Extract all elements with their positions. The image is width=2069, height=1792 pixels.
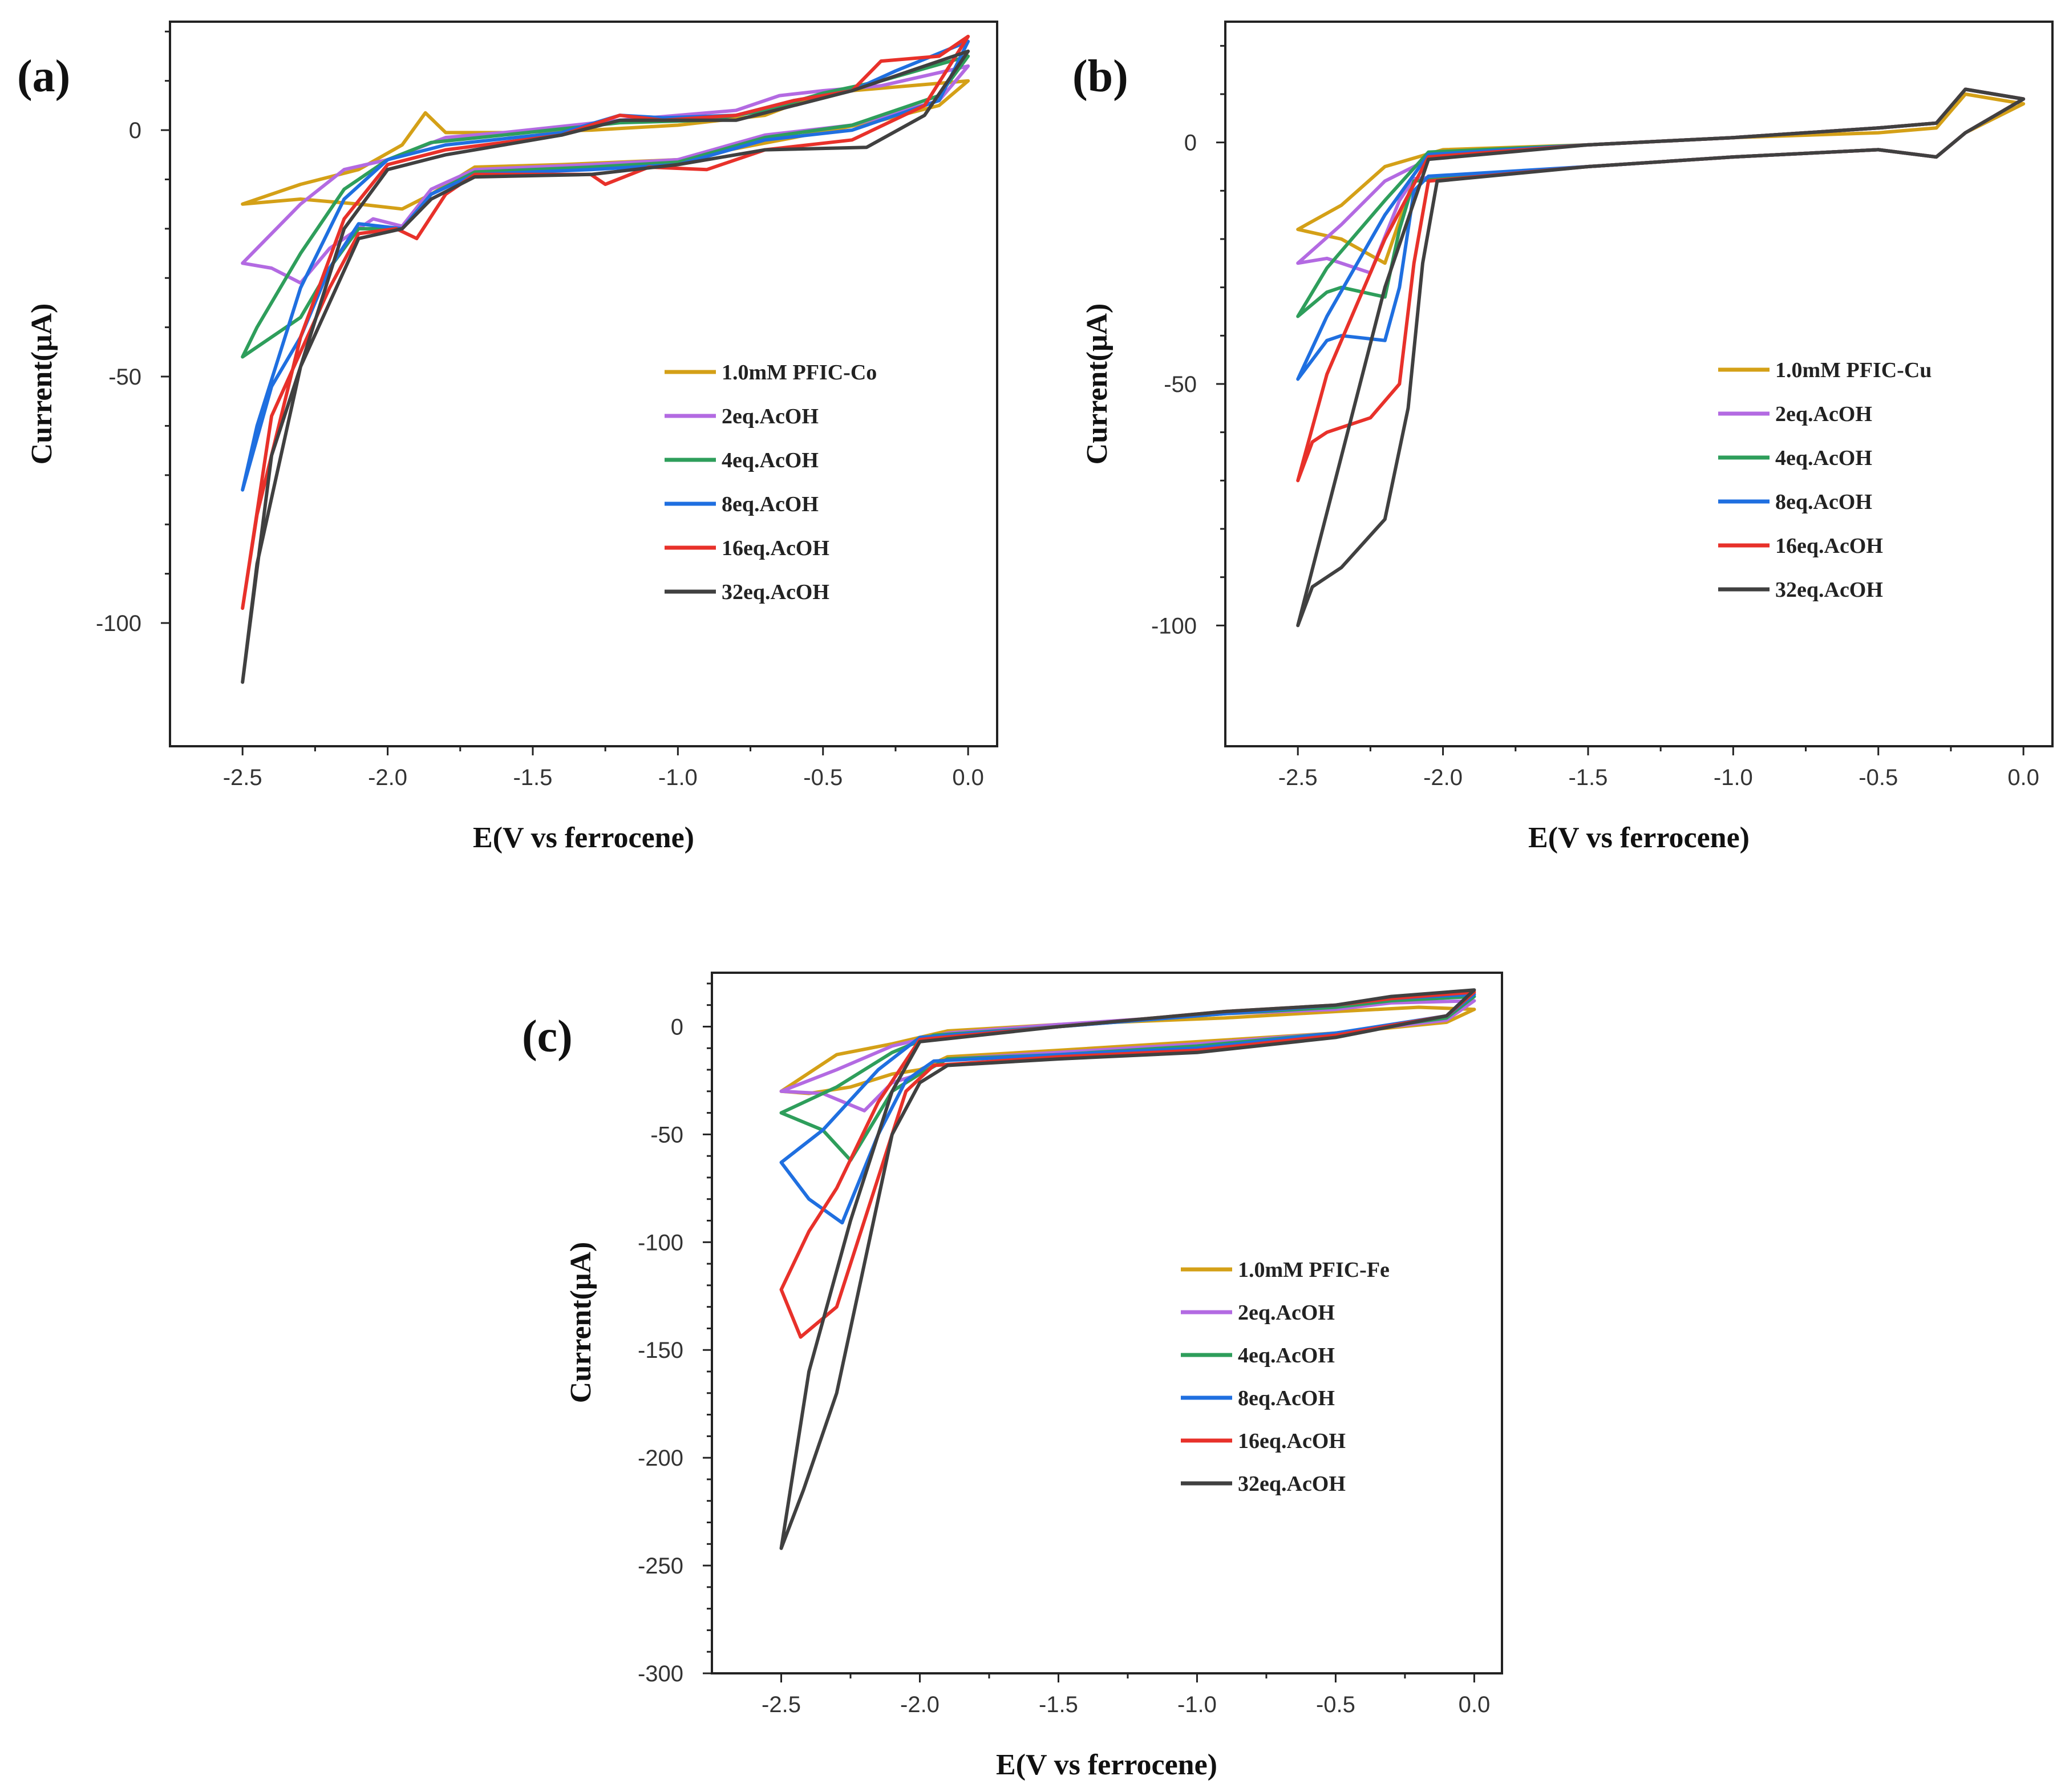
panel-c-curve-4: [779, 992, 1476, 1225]
panel-a-legend-label-6: 32eq.AcOH: [722, 580, 829, 604]
panel-c-legend-label-6: 32eq.AcOH: [1238, 1472, 1346, 1496]
panel-c-x-tick-label: -2.5: [762, 1692, 801, 1717]
panel-c-x-tick-label: -1.5: [1039, 1692, 1078, 1717]
panel-a-legend: 1.0mM PFIC-Co 2eq.AcOH 4eq.AcOH 8eq.AcOH 16e…: [665, 361, 877, 604]
panel-c-legend: 1.0mM PFIC-Fe 2eq.AcOH 4eq.AcOH 8eq.AcOH 16e…: [1181, 1258, 1390, 1496]
panel-a-curve-3: [241, 54, 970, 359]
panel-c-x-ticks: -2.5 -2.0 -1.5 -1.0 -0.5 0.0: [762, 1673, 1490, 1717]
panel-c-y-tick-label: -300: [638, 1661, 683, 1686]
panel-a-curve-1: [241, 79, 970, 211]
panel-b-y-tick-label: -50: [1164, 372, 1197, 397]
panel-b-legend: 1.0mM PFIC-Cu 2eq.AcOH 4eq.AcOH 8eq.AcOH 16e…: [1718, 358, 1932, 602]
panel-a-x-ticks: -2.5 -2.0 -1.5 -1.0 -0.5 0.0: [223, 746, 984, 790]
panel-b-y-ticks: 0 -50 -100: [1151, 45, 1225, 638]
panel-b-legend-label-4: 8eq.AcOH: [1775, 490, 1872, 514]
panel-a-y-tick-label: -100: [96, 611, 141, 636]
panel-a-legend-label-1: 1.0mM PFIC-Co: [722, 361, 877, 385]
panel-b-x-tick-label: -1.0: [1714, 765, 1753, 790]
panel-c-x-tick-label: -2.0: [900, 1692, 940, 1717]
panel-a-frame: [169, 21, 998, 747]
panel-b-x-axis-title: E(V vs ferrocene): [1528, 822, 1750, 854]
panel-a-x-tick-label: -0.5: [803, 765, 843, 790]
panel-c-curve-6: [779, 988, 1476, 1550]
panel-c-y-tick-label: -250: [638, 1554, 683, 1579]
panel-c-curves: [779, 988, 1476, 1550]
panel-b-legend-label-2: 2eq.AcOH: [1775, 402, 1872, 426]
panel-c-legend-label-4: 8eq.AcOH: [1238, 1386, 1335, 1410]
panel-c-x-tick-label: 0.0: [1459, 1692, 1491, 1717]
panel-b-y-tick-label: -100: [1151, 613, 1197, 638]
panel-b-x-tick-label: 0.0: [2007, 765, 2039, 790]
panel-b-curves: [1296, 87, 2026, 628]
panel-a-curve-6: [241, 49, 970, 684]
panel-b-legend-label-3: 4eq.AcOH: [1775, 446, 1872, 470]
panel-c-y-ticks: 0 -50 -100 -150 -200 -250 -300: [638, 982, 712, 1686]
panel-c-legend-label-5: 16eq.AcOH: [1238, 1429, 1346, 1453]
panel-a: (a) -2.5 -2.0 -1.5 -1.0 -0.5 0.0 0 -50 -100 E(V…: [17, 21, 998, 854]
panel-b-legend-label-1: 1.0mM PFIC-Cu: [1775, 358, 1932, 382]
panel-a-x-tick-label: -1.0: [658, 765, 698, 790]
panel-b-x-tick-label: -2.5: [1278, 765, 1318, 790]
panel-c-x-axis-title: E(V vs ferrocene): [996, 1749, 1217, 1781]
panel-c-frame: [711, 972, 1503, 1674]
panel-c-y-tick-label: 0: [671, 1014, 683, 1039]
panel-a-curve-2: [241, 64, 970, 285]
panel-a-x-tick-label: 0.0: [952, 765, 984, 790]
panel-c-x-tick-label: -0.5: [1316, 1692, 1355, 1717]
panel-a-legend-label-5: 16eq.AcOH: [722, 536, 829, 560]
panel-c-legend-label-2: 2eq.AcOH: [1238, 1301, 1335, 1325]
panel-b-frame: [1224, 21, 2054, 747]
panel-a-x-tick-label: -1.5: [513, 765, 552, 790]
panel-c-legend-label-1: 1.0mM PFIC-Fe: [1238, 1258, 1390, 1282]
panel-a-curve-4: [241, 39, 970, 492]
panel-b-legend-label-5: 16eq.AcOH: [1775, 534, 1883, 558]
panel-b-curve-6: [1296, 87, 2026, 628]
panel-a-label: (a): [17, 51, 70, 102]
panel-a-y-ticks: 0 -50 -100: [96, 30, 170, 636]
panel-a-legend-label-2: 2eq.AcOH: [722, 404, 819, 428]
panel-c-label: (c): [522, 1012, 573, 1062]
panel-b-label: (b): [1072, 51, 1128, 102]
panel-b-y-tick-label: 0: [1184, 131, 1197, 156]
panel-b-x-tick-label: -1.5: [1568, 765, 1608, 790]
panel-a-y-tick-label: 0: [129, 118, 141, 143]
panel-c: (c) -2.5 -2.0 -1.5 -1.0 -0.5 0.0 0 -50 -100 -150…: [522, 972, 1503, 1781]
panel-c-legend-label-3: 4eq.AcOH: [1238, 1344, 1335, 1368]
panel-a-y-axis-title: Current(μA): [26, 304, 58, 465]
panel-b-y-axis-title: Current(μA): [1081, 304, 1114, 465]
panel-a-x-axis-title: E(V vs ferrocene): [473, 822, 694, 854]
panel-b-x-tick-label: -0.5: [1859, 765, 1898, 790]
panel-b: (b) -2.5 -2.0 -1.5 -1.0 -0.5 0.0 0 -50 -100 E(V…: [1072, 21, 2054, 854]
panel-a-x-tick-label: -2.0: [368, 765, 407, 790]
panel-a-curves: [241, 34, 970, 684]
panel-c-x-tick-label: -1.0: [1177, 1692, 1217, 1717]
panel-b-x-ticks: -2.5 -2.0 -1.5 -1.0 -0.5 0.0: [1278, 746, 2039, 790]
panel-c-y-axis-title: Current(μA): [565, 1242, 597, 1403]
panel-c-y-tick-label: -200: [638, 1446, 683, 1471]
panel-c-y-tick-label: -50: [650, 1122, 683, 1147]
panel-a-legend-label-4: 8eq.AcOH: [722, 492, 819, 516]
panel-c-y-tick-label: -150: [638, 1338, 683, 1363]
panel-a-x-tick-label: -2.5: [223, 765, 262, 790]
panel-b-x-tick-label: -2.0: [1423, 765, 1463, 790]
panel-b-legend-label-6: 32eq.AcOH: [1775, 578, 1883, 602]
panel-a-legend-label-3: 4eq.AcOH: [722, 448, 819, 472]
panel-c-y-tick-label: -100: [638, 1230, 683, 1255]
panel-a-y-tick-label: -50: [108, 365, 141, 390]
